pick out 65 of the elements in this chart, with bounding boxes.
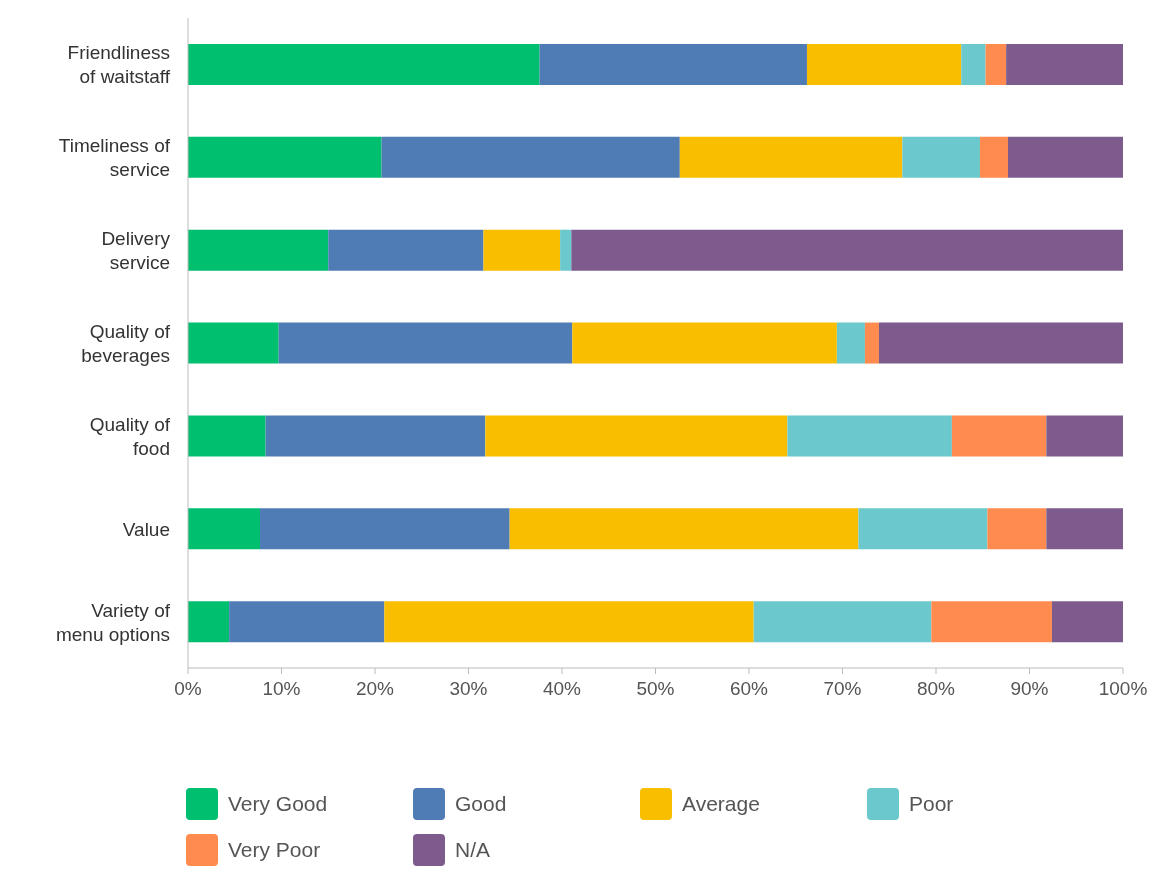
bar: [384, 601, 754, 643]
bar: [985, 44, 1007, 85]
x-tick-label: 80%: [916, 678, 956, 700]
bar: [931, 601, 1052, 643]
legend-label: N/A: [455, 838, 491, 862]
bar: [836, 322, 865, 364]
bar: [1006, 44, 1123, 85]
bar: [483, 229, 561, 271]
bar: [260, 508, 510, 550]
bar: [328, 229, 484, 271]
y-tick-label: Friendliness of waitstaff: [67, 41, 171, 87]
bar: [381, 136, 680, 178]
bar: [1008, 136, 1123, 178]
bar: [539, 44, 807, 85]
bar: [485, 415, 788, 457]
bar: [864, 322, 879, 364]
x-tick-label: 10%: [262, 678, 301, 700]
bar: [679, 136, 903, 178]
bar: [188, 415, 266, 457]
bar: [571, 229, 1123, 271]
bar: [878, 322, 1123, 364]
bar: [1051, 601, 1123, 643]
bar: [787, 415, 952, 457]
legend-label: Good: [455, 792, 507, 816]
y-tick-label: Value: [122, 518, 170, 540]
bar: [987, 508, 1047, 550]
y-tick-label: Timeliness of service: [58, 134, 171, 180]
x-tick-label: 50%: [636, 678, 675, 700]
x-tick-label: 30%: [449, 678, 488, 700]
bar: [572, 322, 837, 364]
bar: [188, 136, 382, 178]
y-tick-label: Quality of beverages: [81, 320, 171, 366]
x-tick-label: 60%: [729, 678, 769, 700]
bar: [188, 44, 540, 85]
legend-label: Very Good: [228, 792, 328, 816]
x-tick-label: 90%: [1010, 678, 1049, 700]
y-tick-label: Delivery service: [101, 227, 171, 273]
x-tick-label: 70%: [823, 678, 862, 700]
legend-label: Poor: [909, 792, 954, 816]
bar: [979, 136, 1008, 178]
x-tick-label: 40%: [542, 678, 582, 700]
bar: [951, 415, 1047, 457]
legend-label: Average: [682, 792, 760, 816]
bar: [753, 601, 932, 643]
x-tick-label: 0%: [174, 678, 202, 700]
bar: [560, 229, 572, 271]
bar: [1046, 415, 1123, 457]
x-tick-label: 20%: [355, 678, 395, 700]
bar: [265, 415, 486, 457]
bar: [188, 508, 260, 550]
bar: [188, 229, 329, 271]
y-tick-label: Quality of food: [89, 413, 171, 459]
x-tick-label: 100%: [1098, 678, 1148, 700]
bar: [858, 508, 988, 550]
bar: [902, 136, 980, 178]
bar: [509, 508, 859, 550]
bar: [188, 601, 230, 643]
bar: [278, 322, 573, 364]
bar: [229, 601, 385, 643]
bar: [188, 322, 279, 364]
bar: [806, 44, 962, 85]
y-tick-label: Variety of menu options: [55, 599, 171, 645]
bar: [1046, 508, 1123, 550]
legend-label: Very Poor: [228, 838, 321, 862]
bar: [961, 44, 986, 85]
